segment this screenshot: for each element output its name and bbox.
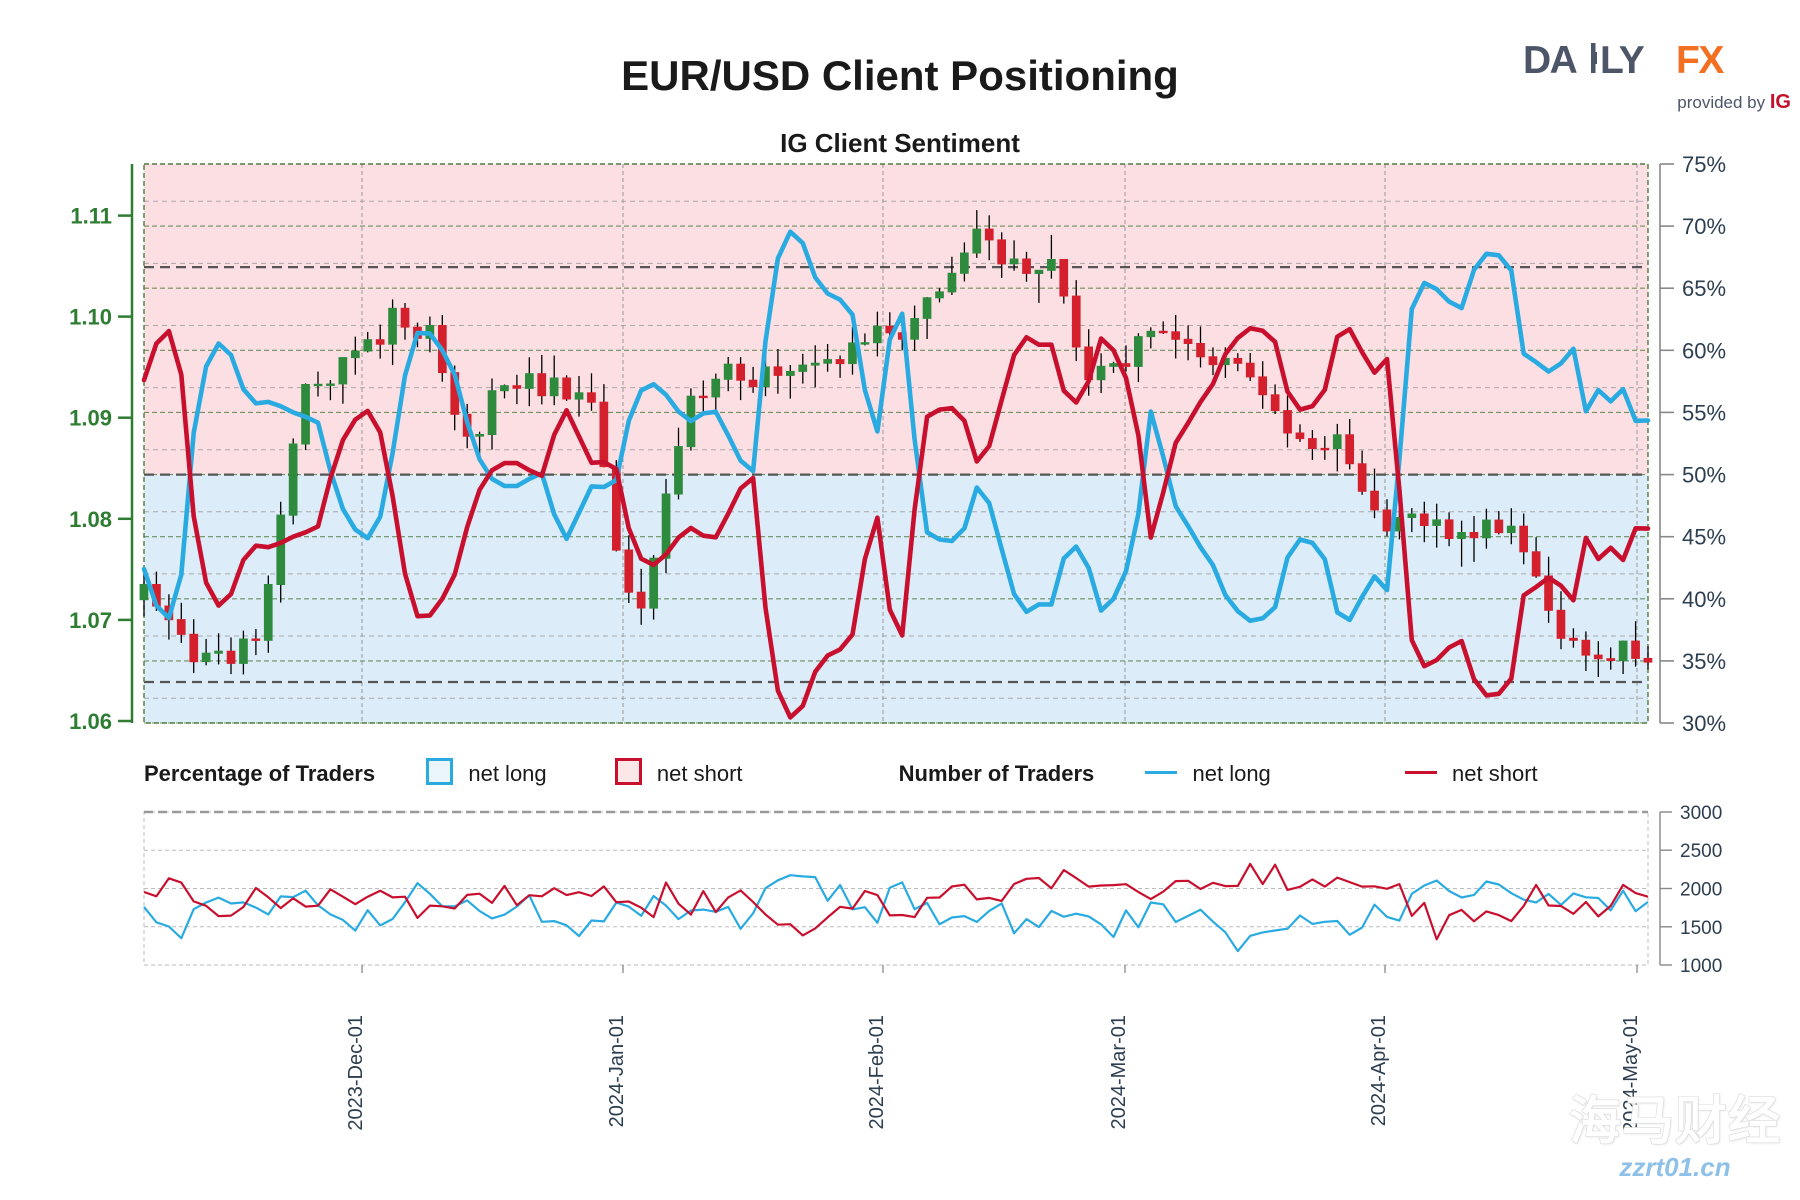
svg-text:LY: LY bbox=[1600, 39, 1645, 82]
svg-text:2023-Dec-01: 2023-Dec-01 bbox=[345, 1015, 367, 1131]
svg-text:2024-Apr-01: 2024-Apr-01 bbox=[1368, 1015, 1390, 1126]
svg-text:2024-Feb-01: 2024-Feb-01 bbox=[866, 1015, 888, 1130]
svg-text:1.07: 1.07 bbox=[69, 608, 112, 633]
svg-text:35%: 35% bbox=[1682, 649, 1726, 674]
svg-text:2024-Jan-01: 2024-Jan-01 bbox=[606, 1015, 628, 1127]
svg-text:40%: 40% bbox=[1682, 587, 1726, 612]
svg-text:1500: 1500 bbox=[1680, 918, 1722, 939]
svg-text:50%: 50% bbox=[1682, 463, 1726, 488]
svg-text:2000: 2000 bbox=[1680, 880, 1722, 901]
svg-text:55%: 55% bbox=[1682, 400, 1726, 425]
svg-text:60%: 60% bbox=[1682, 338, 1726, 363]
svg-text:1.11: 1.11 bbox=[70, 204, 112, 229]
svg-text:75%: 75% bbox=[1682, 152, 1726, 177]
svg-text:3000: 3000 bbox=[1680, 803, 1722, 824]
svg-text:2024-Mar-01: 2024-Mar-01 bbox=[1108, 1015, 1130, 1130]
svg-text:1.06: 1.06 bbox=[69, 709, 112, 734]
svg-text:70%: 70% bbox=[1682, 214, 1726, 239]
svg-text:1.08: 1.08 bbox=[69, 507, 112, 532]
svg-text:30%: 30% bbox=[1682, 711, 1726, 736]
svg-text:DA: DA bbox=[1523, 39, 1578, 82]
svg-text:65%: 65% bbox=[1682, 276, 1726, 301]
svg-text:FX: FX bbox=[1676, 39, 1724, 82]
svg-text:45%: 45% bbox=[1682, 525, 1726, 550]
svg-text:1000: 1000 bbox=[1680, 956, 1722, 977]
svg-text:1.10: 1.10 bbox=[69, 305, 112, 330]
svg-text:2500: 2500 bbox=[1680, 841, 1722, 862]
svg-text:1.09: 1.09 bbox=[69, 406, 112, 431]
